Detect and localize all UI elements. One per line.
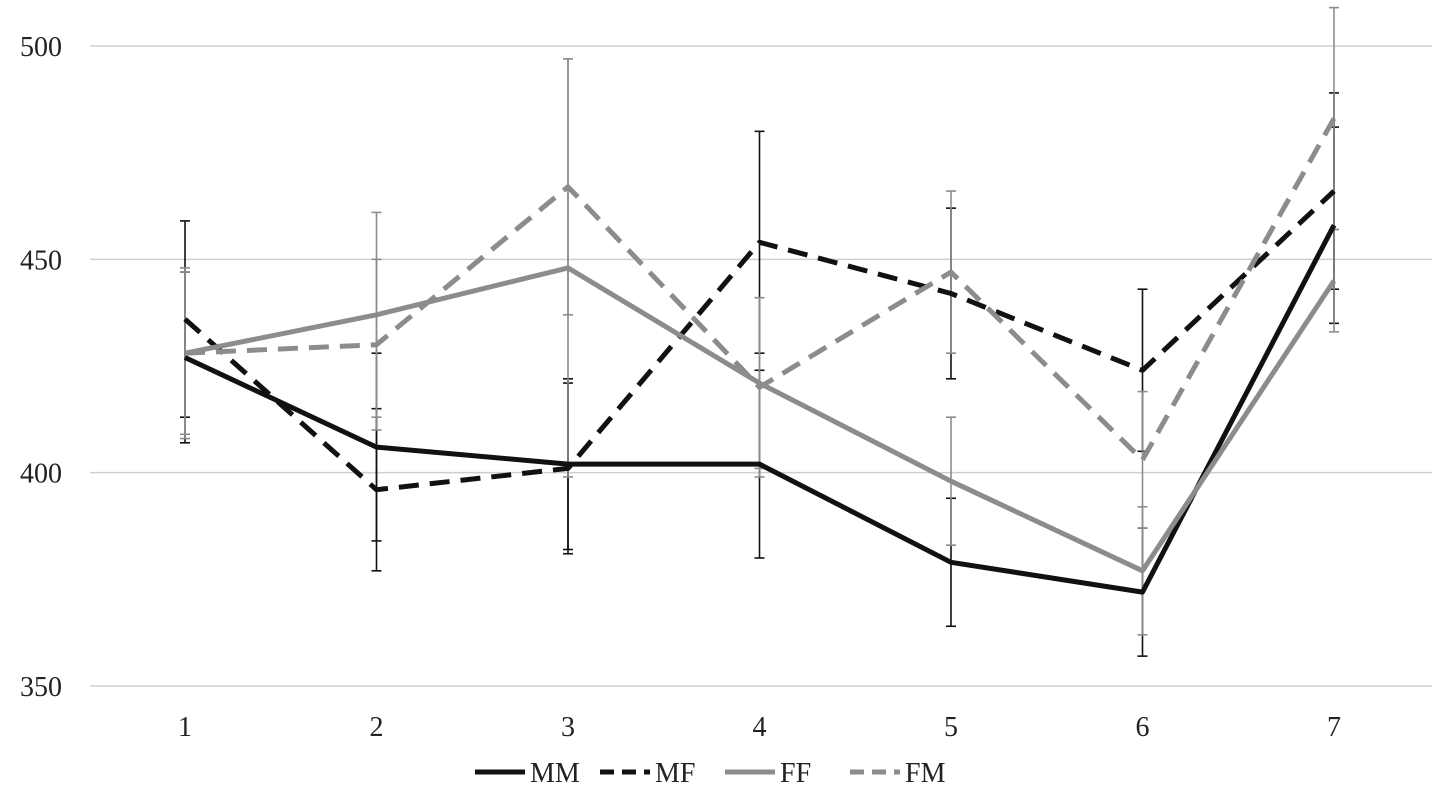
- error-bar-ff: [1329, 228, 1339, 333]
- x-tick-label: 2: [370, 712, 384, 743]
- series-lines: [183, 117, 1337, 595]
- legend-item-fm: FM: [850, 758, 946, 789]
- legend-item-ff: FF: [725, 758, 811, 789]
- y-tick-label: 500: [20, 32, 62, 63]
- legend-item-mf: MF: [600, 758, 695, 789]
- error-bars: [180, 6, 1339, 657]
- error-bar-fm: [1137, 390, 1148, 529]
- legend-label-ff: FF: [780, 758, 811, 789]
- legend-label-fm: FM: [905, 758, 946, 789]
- y-tick-label: 450: [20, 245, 62, 276]
- series-line-mm: [183, 224, 1337, 595]
- x-tick-label: 7: [1327, 712, 1341, 743]
- x-tick-label: 6: [1136, 712, 1150, 743]
- legend-label-mf: MF: [655, 758, 695, 789]
- series-line-ff: [184, 265, 1337, 574]
- legend-item-mm: MM: [475, 758, 580, 789]
- series-line-mf: [183, 189, 1336, 493]
- legend: MM MF FF FM: [475, 758, 946, 789]
- y-tick-label: 400: [20, 459, 62, 490]
- x-tick-label: 1: [178, 712, 192, 743]
- x-tick-label: 4: [753, 712, 767, 743]
- y-axis-tick-labels: 350 400 450 500: [20, 32, 62, 703]
- series-line-fm: [184, 117, 1337, 463]
- gridlines: [90, 45, 1432, 687]
- y-tick-label: 350: [20, 672, 62, 703]
- legend-label-mm: MM: [530, 758, 580, 789]
- x-tick-label: 5: [944, 712, 958, 743]
- x-axis-tick-labels: 1 2 3 4 5 6 7: [178, 712, 1341, 743]
- x-tick-label: 3: [561, 712, 575, 743]
